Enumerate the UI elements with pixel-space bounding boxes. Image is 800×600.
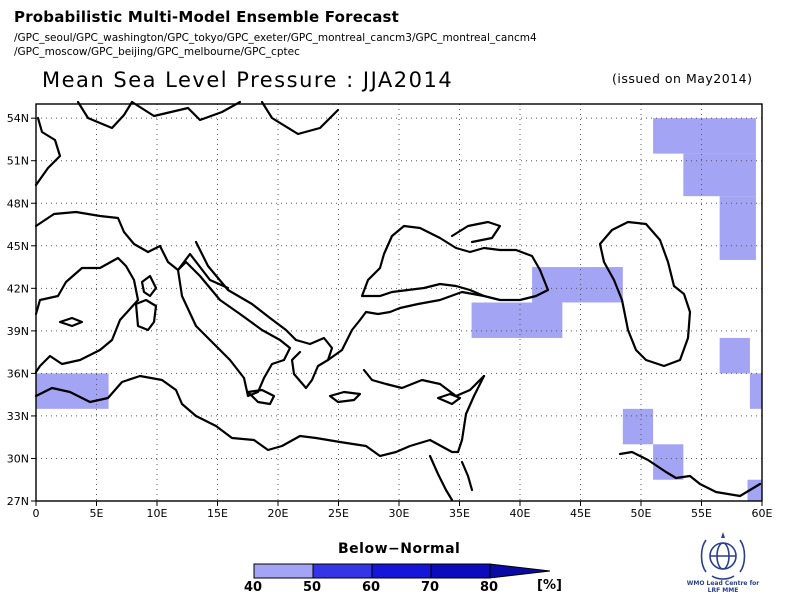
logo-caption-line-1: WMO Lead Centre for (686, 580, 760, 587)
coastline-sicily (246, 388, 276, 406)
lat-tick-label: 48N (7, 197, 29, 210)
lat-tick-label: 42N (7, 282, 29, 295)
coastline-balearic (58, 316, 84, 328)
coastline-europe-atlantic (34, 116, 62, 187)
lon-tick-label: 50E (631, 507, 652, 520)
legend-title: Below−Normal (338, 541, 461, 557)
lon-tick-label: 25E (328, 507, 349, 520)
coastline-balkans (290, 336, 334, 390)
coastline-adriatic (194, 240, 298, 342)
colorbar-swatch (312, 563, 373, 579)
map-grid (36, 104, 762, 501)
shaded-cell (683, 153, 756, 197)
lat-tick-label: 36N (7, 367, 29, 380)
coastline-italy (176, 260, 292, 398)
lat-tick-label: 30N (7, 452, 29, 465)
coastline-cyprus (436, 392, 462, 406)
coastline-biscay (34, 210, 150, 254)
coastline-azov (450, 220, 502, 244)
legend-tick-label: 40 (244, 580, 263, 595)
coastline-aegean (326, 290, 486, 362)
issued-date: (issued on May2014) (612, 71, 753, 86)
coastline-iberia (34, 256, 140, 374)
lon-tick-label: 60E (752, 507, 773, 520)
model-list-line-1: /GPC_seoul/GPC_washington/GPC_tokyo/GPC_… (14, 32, 537, 44)
coastline-levant (456, 374, 486, 454)
shaded-cell (749, 373, 762, 409)
legend-tick-label: 80 (480, 580, 499, 595)
coastline-gulf (618, 450, 762, 498)
lon-tick-label: 30E (389, 507, 410, 520)
logo-caption: WMO Lead Centre for LRF MME (684, 580, 762, 594)
coastline-turkey-south (362, 368, 486, 398)
model-list-line-2: /GPC_moscow/GPC_beijing/GPC_melbourne/GP… (14, 46, 300, 58)
shaded-cell (532, 267, 623, 303)
lon-tick-label: 0 (33, 507, 40, 520)
colorbar-swatch (253, 563, 314, 579)
coastline-baltic (260, 100, 340, 136)
coastline-caspian (598, 220, 692, 368)
lon-tick-label: 45E (570, 507, 591, 520)
lat-tick-label: 39N (7, 325, 29, 338)
lon-tick-label: 40E (510, 507, 531, 520)
lat-tick-label: 51N (7, 155, 29, 168)
legend-tick-label: 70 (421, 580, 440, 595)
lat-axis: 54N 51N 48N 45N 42N 39N 36N 33N 30N 27N (7, 112, 36, 508)
legend-tick-label: 50 (303, 580, 322, 595)
shaded-cell (653, 118, 756, 154)
coastline-crete (328, 390, 362, 404)
colorbar-arrow (489, 563, 551, 579)
lon-tick-label: 15E (207, 507, 228, 520)
shaded-cells (36, 118, 762, 501)
lon-tick-label: 35E (449, 507, 470, 520)
colorbar (253, 563, 551, 579)
coastline-britain (76, 100, 134, 130)
lon-tick-label: 55E (691, 507, 712, 520)
shaded-cell (622, 408, 654, 445)
coastline-corsica (140, 274, 158, 298)
lat-tick-label: 54N (7, 112, 29, 125)
coastlines (34, 100, 762, 502)
model-list: /GPC_seoul/GPC_washington/GPC_tokyo/GPC_… (14, 31, 537, 59)
coastline-black-sea (360, 224, 550, 302)
coastline-sardinia (134, 298, 158, 332)
shaded-cell (719, 196, 756, 260)
map-title: Mean Sea Level Pressure : JJA2014 (42, 68, 454, 92)
colorbar-swatch (371, 563, 432, 579)
colorbar-swatch (430, 563, 491, 579)
shaded-cell (719, 337, 750, 374)
legend-unit: [%] (537, 578, 562, 593)
coastline-north-africa (34, 374, 460, 458)
header-title: Probabilistic Multi-Model Ensemble Forec… (14, 8, 400, 26)
coastline-red-sea (428, 454, 474, 502)
coastline-gulf-lion (146, 244, 230, 290)
coastline-north-sea (130, 100, 242, 122)
lon-tick-label: 20E (268, 507, 289, 520)
lat-tick-label: 45N (7, 240, 29, 253)
lon-axis: 0 5E 10E 15E 20E 25E 30E 35E 40E 45E 50E 55E 60E (33, 501, 773, 520)
legend-tick-label: 60 (362, 580, 381, 595)
shaded-cell (471, 302, 563, 338)
lon-tick-label: 10E (147, 507, 168, 520)
lat-tick-label: 27N (7, 495, 29, 508)
lon-tick-label: 5E (90, 507, 104, 520)
lat-tick-label: 33N (7, 410, 29, 423)
logo-caption-line-2: LRF MME (707, 587, 739, 594)
wmo-logo-icon (700, 532, 746, 580)
